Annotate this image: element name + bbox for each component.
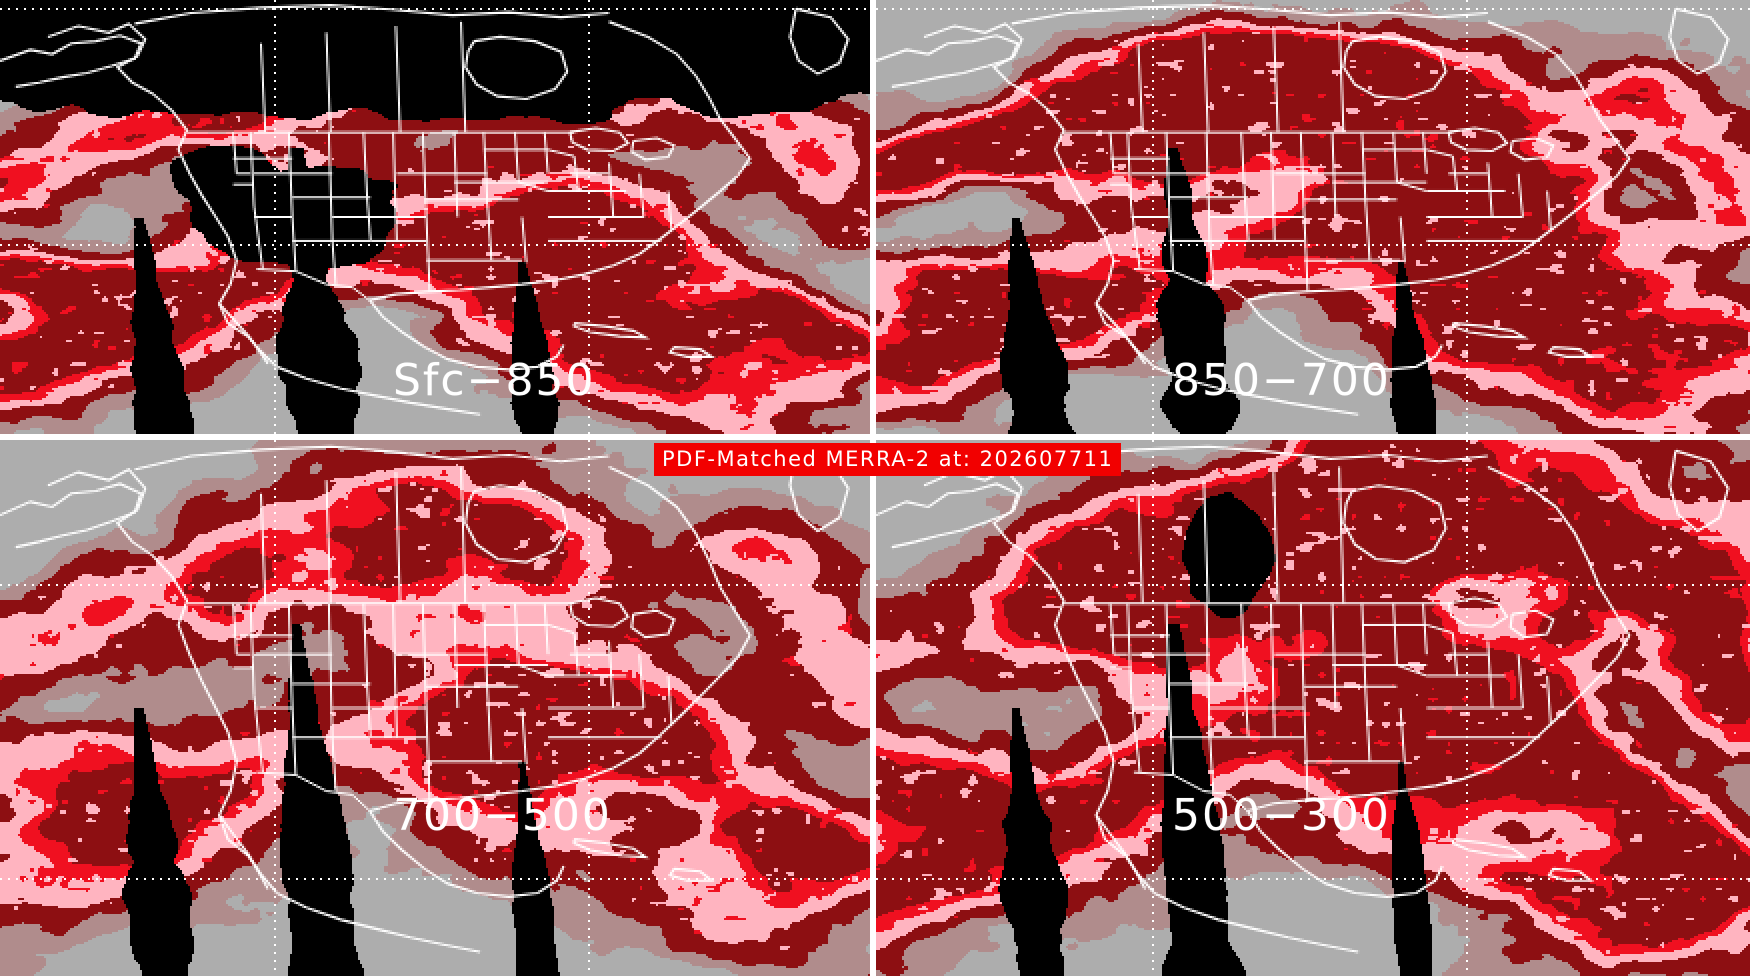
figure-title-banner: PDF-Matched MERRA-2 at: 202607711 xyxy=(654,443,1122,476)
map-panel-700-500[interactable] xyxy=(0,440,870,976)
map-canvas-850-700 xyxy=(876,0,1750,434)
map-canvas-500-300 xyxy=(876,440,1750,976)
map-canvas-700-500 xyxy=(0,440,870,976)
map-panel-500-300[interactable] xyxy=(876,440,1750,976)
map-panel-850-700[interactable] xyxy=(876,0,1750,434)
map-canvas-sfc-850 xyxy=(0,0,870,434)
map-panel-sfc-850[interactable] xyxy=(0,0,870,434)
